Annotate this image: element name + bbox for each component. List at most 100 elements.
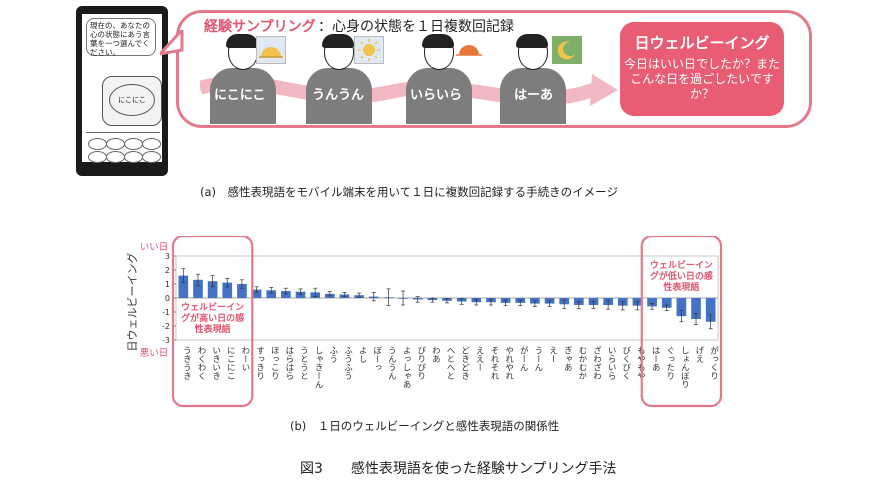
category-label: びくびく: [621, 346, 631, 380]
moon-icon: [552, 36, 582, 64]
category-label: ぎゃあ: [562, 345, 572, 371]
category-label: よっしゃあ: [401, 346, 411, 389]
category-label: はらはら: [284, 346, 294, 380]
category-label: いきいき: [211, 346, 221, 380]
bar: [251, 289, 262, 298]
y-tick-label: -3: [162, 336, 170, 345]
selected-word-cloud[interactable]: にこにこ: [109, 84, 155, 116]
category-label: うーん: [533, 346, 543, 372]
bar: [178, 275, 189, 298]
category-label: ふう: [328, 346, 338, 363]
category-label: ぼーっ: [372, 346, 382, 372]
category-label: よし: [357, 346, 367, 363]
bar: [691, 298, 701, 319]
bar: [266, 290, 277, 298]
person-figure: [306, 34, 372, 124]
bar: [207, 281, 218, 298]
prompt-bubble: 現在の、あなたの心の状態にあう言葉を一つ選んでください。: [86, 18, 156, 57]
bar: [193, 279, 203, 298]
caption-b: (b) １日のウェルビーイングと感性表現語の関係性: [290, 419, 560, 433]
category-label: どきどき: [460, 346, 470, 380]
category-label: がーん: [518, 345, 528, 371]
sampling-title: ：心身の状態を１日複数回記録: [318, 19, 514, 35]
y-tick-label: -2: [162, 322, 170, 331]
person-figure: [500, 34, 566, 124]
y-top-label: いい日: [140, 242, 169, 253]
y-tick-label: 2: [165, 266, 170, 275]
mood-label: にこにこ: [214, 88, 266, 103]
category-label: ざわざわ: [591, 345, 601, 380]
category-label: わくわく: [196, 346, 206, 380]
bar: [676, 298, 687, 317]
category-label: へとへと: [445, 346, 455, 380]
category-label: がっくり: [709, 345, 719, 380]
bar: [661, 298, 672, 308]
mood-label: はーあ: [514, 88, 554, 103]
day-wellbeing-question: 今日はいい日でしたか？またこんな日を過ごしたいですか？: [623, 57, 780, 101]
figure-title: 図3 感性表現語を使った経験サンプリング手法: [300, 461, 617, 477]
y-tick-label: 1: [165, 280, 170, 289]
y-tick-label: 0: [165, 294, 170, 303]
category-label: げえ: [694, 346, 704, 363]
category-label: はーあ: [650, 346, 660, 372]
day-wellbeing-box: 日ウェルビーイング 今日はいい日でしたか？またこんな日を過ごしたいですか？: [620, 22, 784, 116]
low-wellbeing-highlight: [640, 236, 723, 408]
category-label: ぴりぴり: [416, 346, 426, 380]
category-label: ぐったり: [665, 346, 675, 380]
bar: [647, 298, 657, 307]
y-bottom-label: 悪い日: [140, 348, 169, 359]
y-axis-label: 日ウェルビーイング: [125, 253, 139, 352]
high-wellbeing-highlight: [171, 236, 254, 408]
word-option-cloud[interactable]: [142, 151, 161, 163]
category-label: すっきり: [255, 346, 265, 380]
high-wellbeing-label: ウェルビーイングが高い日の感性表現語: [181, 301, 244, 335]
speech-pointer: [160, 30, 184, 56]
sunset-icon: [454, 36, 484, 64]
word-option-cloud[interactable]: [124, 151, 143, 163]
sunrise-icon: [256, 36, 286, 64]
mood-label: いらいら: [410, 88, 463, 103]
category-label: もやもや: [635, 346, 645, 380]
category-label: わーい: [240, 346, 250, 372]
category-label: やれやれ: [504, 346, 514, 380]
category-label: うとうと: [299, 346, 309, 380]
sampling-title-accent: 経験サンプリング: [204, 19, 316, 35]
word-option-cloud[interactable]: [106, 151, 125, 163]
day-wellbeing-title: 日ウェルビーイング: [634, 34, 770, 52]
phone-screen: 現在の、あなたの心の状態にあう言葉を一つ選んでください。 にこにこ: [82, 14, 162, 163]
sun-icon: [354, 36, 384, 64]
category-label: それそれ: [489, 346, 499, 380]
category-label: ほっこり: [269, 346, 279, 380]
mobile-phone: 現在の、あなたの心の状態にあう言葉を一つ選んでください。 にこにこ: [76, 6, 168, 176]
bar: [295, 291, 306, 298]
person-figure: [210, 34, 276, 124]
bar: [222, 282, 233, 298]
caption-a: (a) 感性表現語をモバイル端末を用いて１日に複数回記録する手続きのイメージ: [200, 185, 618, 199]
y-tick-label: 3: [165, 252, 170, 261]
y-tick-label: -1: [162, 308, 170, 317]
low-wellbeing-label: ウェルビーイングが低い日の感性表現語: [650, 259, 713, 293]
word-option-cloud[interactable]: [88, 151, 107, 163]
category-label: しゃきーん: [313, 346, 323, 389]
category-label: いらいら: [606, 346, 616, 380]
bar: [237, 284, 247, 298]
word-option-cloud[interactable]: [124, 138, 143, 150]
low-label-bg: [645, 258, 718, 296]
category-label: ええー: [474, 346, 484, 372]
word-option-cloud[interactable]: [142, 138, 161, 150]
word-option-cloud[interactable]: [88, 138, 107, 150]
category-label: うきうき: [181, 346, 191, 380]
category-label: ふうふう: [342, 346, 352, 380]
category-label: えー: [548, 346, 558, 363]
category-label: わあ: [430, 346, 440, 363]
phone-divider: [86, 132, 160, 133]
category-label: しょんぼり: [679, 346, 689, 389]
bar: [705, 298, 716, 322]
category-label: むかむか: [577, 346, 587, 380]
category-label: にこにこ: [225, 346, 235, 380]
high-label-bg: [176, 300, 249, 338]
mood-label: うんうん: [312, 88, 365, 103]
word-option-cloud[interactable]: [106, 138, 125, 150]
bar: [281, 291, 291, 298]
